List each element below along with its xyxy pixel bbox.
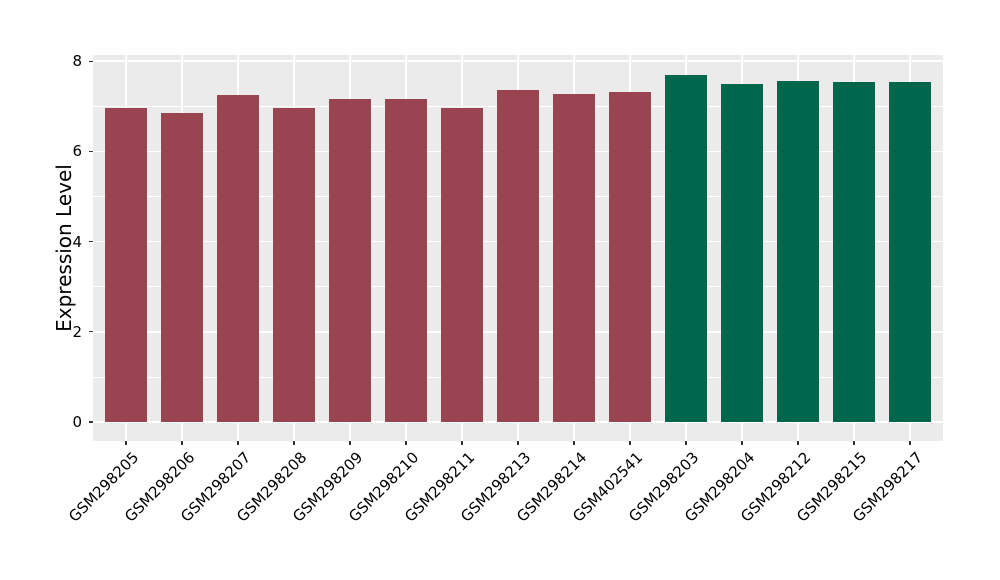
bar-GSM298214 bbox=[553, 93, 595, 422]
x-tick-mark-GSM298204 bbox=[741, 441, 743, 445]
y-tick-mark-0 bbox=[89, 421, 93, 423]
bar-GSM298208 bbox=[273, 107, 315, 422]
x-tick-mark-GSM298207 bbox=[237, 441, 239, 445]
x-tick-mark-GSM298203 bbox=[685, 441, 687, 445]
bar-GSM298213 bbox=[497, 89, 539, 422]
x-tick-mark-GSM298206 bbox=[181, 441, 183, 445]
bar-GSM298205 bbox=[105, 108, 147, 422]
bar-GSM298210 bbox=[385, 99, 427, 422]
bar-GSM402541 bbox=[609, 92, 651, 422]
x-tick-mark-GSM298209 bbox=[349, 441, 351, 445]
y-tick-label-6: 6 bbox=[72, 142, 82, 161]
bar-GSM298209 bbox=[329, 98, 371, 422]
y-tick-mark-4 bbox=[89, 241, 93, 243]
y-tick-label-8: 8 bbox=[72, 52, 82, 71]
x-tick-mark-GSM298208 bbox=[293, 441, 295, 445]
bar-GSM298215 bbox=[833, 81, 875, 422]
y-tick-label-0: 0 bbox=[72, 413, 82, 431]
x-tick-mark-GSM298215 bbox=[853, 441, 855, 445]
bar-GSM298211 bbox=[441, 107, 483, 422]
y-tick-mark-8 bbox=[89, 60, 93, 62]
bar-GSM298204 bbox=[721, 84, 763, 422]
x-tick-mark-GSM298211 bbox=[461, 441, 463, 445]
x-tick-mark-GSM298217 bbox=[909, 441, 911, 445]
bar-GSM298203 bbox=[665, 74, 707, 422]
x-tick-mark-GSM402541 bbox=[629, 441, 631, 445]
x-tick-mark-GSM298213 bbox=[517, 441, 519, 445]
y-tick-label-2: 2 bbox=[72, 322, 82, 341]
x-tick-mark-GSM298212 bbox=[797, 441, 799, 445]
plot-panel bbox=[93, 55, 943, 441]
bar-GSM298207 bbox=[217, 95, 259, 422]
bar-GSM298206 bbox=[161, 113, 203, 422]
y-tick-mark-6 bbox=[89, 150, 93, 152]
y-tick-mark-2 bbox=[89, 331, 93, 333]
x-tick-mark-GSM298210 bbox=[405, 441, 407, 445]
y-tick-label-4: 4 bbox=[72, 232, 82, 251]
bar-GSM298217 bbox=[889, 82, 931, 422]
x-tick-mark-GSM298205 bbox=[125, 441, 127, 445]
bar-GSM298212 bbox=[777, 80, 819, 422]
x-tick-mark-GSM298214 bbox=[573, 441, 575, 445]
